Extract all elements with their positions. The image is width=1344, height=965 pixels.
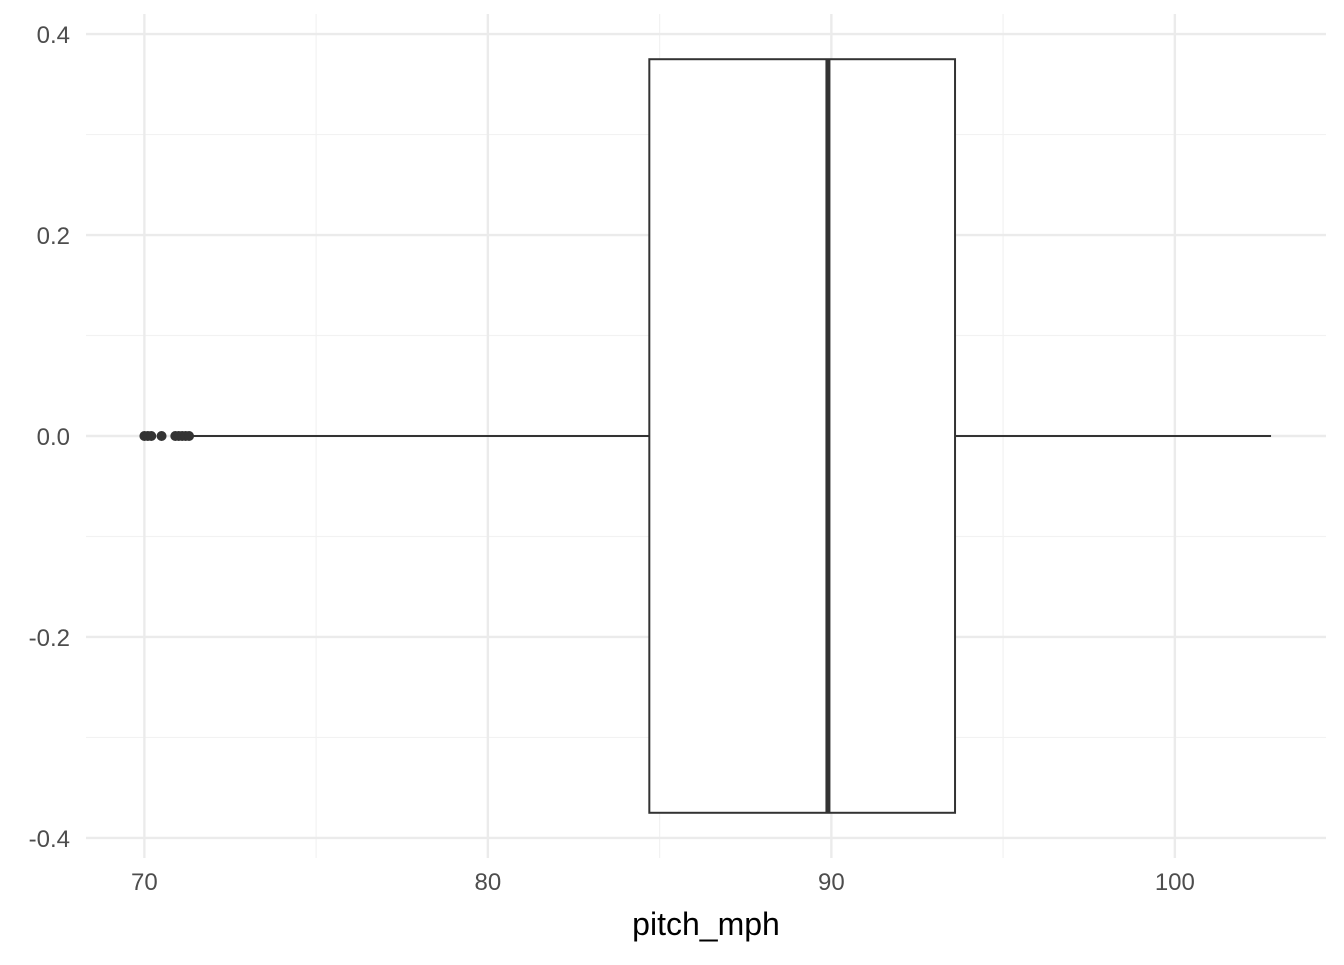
x-tick-label: 80 bbox=[475, 869, 502, 896]
outlier-point bbox=[156, 431, 167, 441]
y-tick-label: 0.4 bbox=[37, 22, 70, 49]
boxplot-marks bbox=[139, 58, 1272, 814]
x-axis-title: pitch_mph bbox=[632, 906, 780, 942]
x-axis-tick-labels: 70 80 90 100 bbox=[131, 869, 1195, 896]
interquartile-box bbox=[648, 58, 957, 814]
x-tick-label: 70 bbox=[131, 869, 158, 896]
outlier-point bbox=[184, 431, 195, 441]
y-tick-label: -0.4 bbox=[29, 826, 70, 853]
x-tick-label: 90 bbox=[818, 869, 845, 896]
outlier-point bbox=[146, 431, 157, 441]
y-axis-tick-labels: -0.4 -0.2 0.0 0.2 0.4 bbox=[29, 22, 70, 853]
y-tick-label: -0.2 bbox=[29, 625, 70, 652]
y-tick-label: 0.0 bbox=[37, 424, 70, 451]
y-tick-label: 0.2 bbox=[37, 223, 70, 250]
x-tick-label: 100 bbox=[1155, 869, 1195, 896]
